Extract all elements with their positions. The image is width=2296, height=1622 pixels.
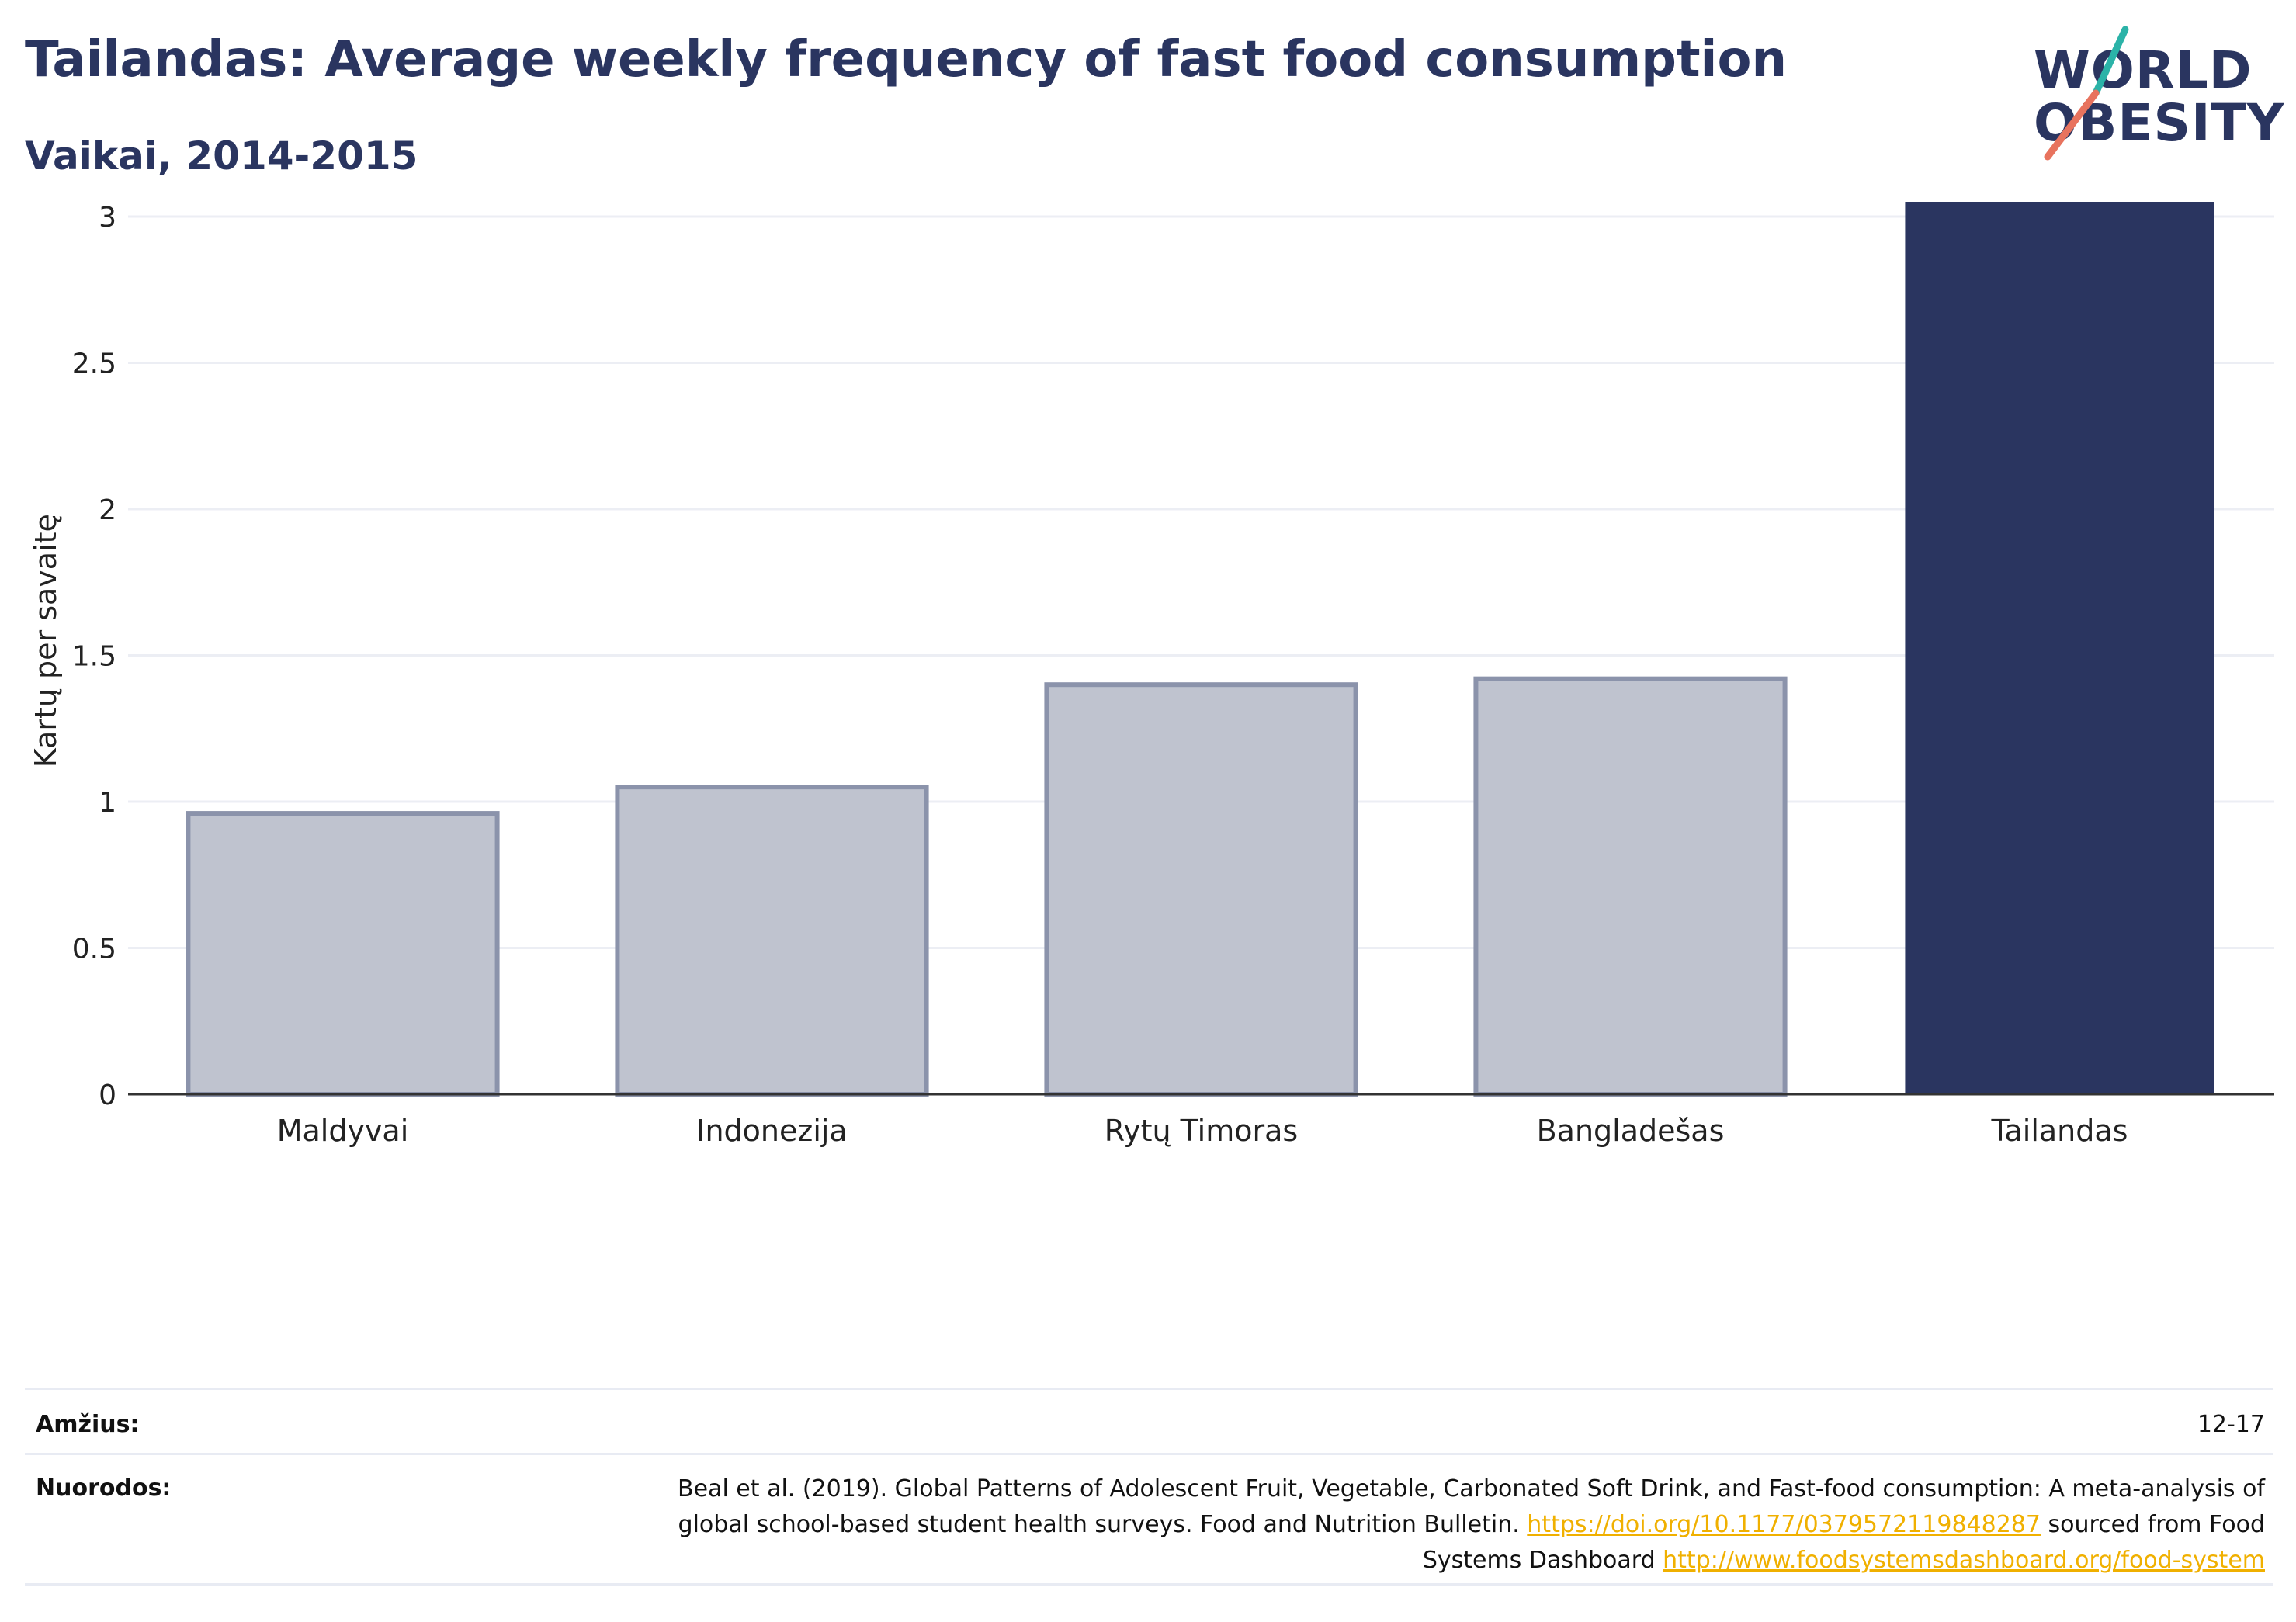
meta-divider-middle (25, 1453, 2273, 1455)
reference-source: sourced from Food Systems Dashboard (1422, 1511, 2265, 1574)
y-tick-label: 1 (99, 787, 116, 819)
chart-title: Tailandas: Average weekly frequency of f… (25, 31, 1787, 88)
x-tick-label: Tailandas (1991, 1114, 2128, 1148)
bar-banglade-as[interactable] (1473, 676, 1788, 1097)
bar-ryt-timoras[interactable] (1044, 682, 1358, 1097)
logo-line-1: WORLD (2034, 40, 2253, 100)
logo-slash-icon (2044, 26, 2129, 161)
meta-divider-bottom (25, 1583, 2273, 1586)
y-tick-label: 3 (99, 202, 116, 234)
y-tick-label: 2 (99, 494, 116, 526)
meta-divider-top (25, 1388, 2273, 1390)
axes: 0 0.5 1 1.5 2 2.5 3 Maldyvai Indonezija Rytų Timo… (72, 202, 2274, 1148)
y-axis-label: Kartų per savaitę (29, 514, 63, 768)
x-tick-label: Rytų Timoras (1105, 1114, 1298, 1148)
bar-chart: 0 0.5 1 1.5 2 2.5 3 Maldyvai Indonezija Rytų Timo… (29, 202, 2274, 1148)
age-value: 12-17 (2197, 1411, 2265, 1438)
y-tick-label: 1.5 (72, 641, 116, 673)
y-tick-label: 0 (99, 1080, 116, 1111)
doi-link[interactable]: https://doi.org/10.1177/0379572119848287 (1527, 1511, 2041, 1538)
y-tick-label: 2.5 (72, 348, 116, 380)
x-tick-label: Bangladešas (1537, 1114, 1725, 1148)
reference-citation: Beal et al. (2019). Global Patterns of A… (678, 1475, 2265, 1538)
world-obesity-logo: WORLD OBESITY (2034, 23, 2284, 163)
y-tick-label: 0.5 (72, 934, 116, 965)
x-tick-label: Maldyvai (277, 1114, 409, 1148)
bar-indonezija[interactable] (615, 785, 929, 1097)
bars (186, 202, 2214, 1097)
references-label: Nuorodos: (36, 1475, 172, 1502)
x-tick-label: Indonezija (696, 1114, 847, 1148)
dashboard-link[interactable]: http://www.foodsystemsdashboard.org/food… (1663, 1547, 2265, 1574)
bar-maldyvai[interactable] (186, 811, 500, 1097)
bar-tailandas[interactable] (1905, 202, 2214, 1095)
references-text: Beal et al. (2019). Global Patterns of A… (604, 1471, 2265, 1579)
chart-subtitle: Vaikai, 2014-2015 (25, 133, 418, 178)
age-label: Amžius: (36, 1411, 140, 1438)
